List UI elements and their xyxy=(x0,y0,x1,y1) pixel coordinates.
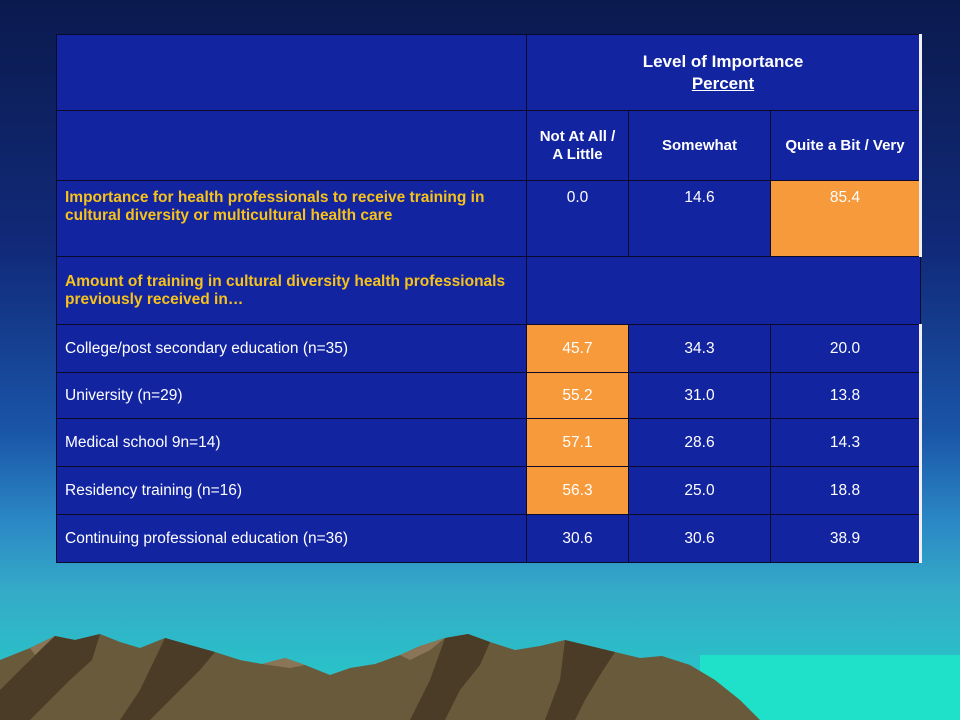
section-empty-cell xyxy=(525,256,922,325)
table-row: Continuing professional education (n=36)… xyxy=(56,514,923,563)
importance-row-label: Importance for health professionals to r… xyxy=(56,180,527,257)
row-label-university: University (n=29) xyxy=(56,372,527,419)
importance-value-not-at-all: 0.0 xyxy=(526,180,629,257)
value-college-somewhat: 34.3 xyxy=(628,324,771,373)
title-row: Level of Importance Percent xyxy=(56,34,923,111)
value-medical-quite-a-bit: 14.3 xyxy=(769,418,923,467)
row-label-medical-school: Medical school 9n=14) xyxy=(56,418,527,467)
value-continuing-somewhat: 30.6 xyxy=(628,514,771,563)
value-continuing-quite-a-bit: 38.9 xyxy=(769,514,923,563)
value-university-quite-a-bit: 13.8 xyxy=(769,372,923,419)
empty-corner-cell xyxy=(56,34,527,111)
value-university-somewhat: 31.0 xyxy=(628,372,771,419)
column-header-row: Not At All / A Little Somewhat Quite a B… xyxy=(56,110,923,181)
row-label-residency: Residency training (n=16) xyxy=(56,466,527,515)
mountain-range xyxy=(0,634,760,720)
value-continuing-not-at-all: 30.6 xyxy=(526,514,629,563)
importance-table: Level of Importance Percent Not At All /… xyxy=(56,34,923,563)
value-residency-somewhat: 25.0 xyxy=(628,466,771,515)
table-title: Level of Importance xyxy=(642,51,804,71)
column-header-quite-a-bit: Quite a Bit / Very xyxy=(769,110,923,181)
importance-value-quite-a-bit: 85.4 xyxy=(769,180,923,257)
table-row: College/post secondary education (n=35) … xyxy=(56,324,923,373)
value-medical-somewhat: 28.6 xyxy=(628,418,771,467)
value-college-not-at-all: 45.7 xyxy=(526,324,629,373)
value-residency-not-at-all: 56.3 xyxy=(526,466,629,515)
table-row: Residency training (n=16) 56.3 25.0 18.8 xyxy=(56,466,923,515)
value-medical-not-at-all: 57.1 xyxy=(526,418,629,467)
value-residency-quite-a-bit: 18.8 xyxy=(769,466,923,515)
section-label: Amount of training in cultural diversity… xyxy=(56,256,527,325)
column-header-not-at-all: Not At All / A Little xyxy=(526,110,629,181)
title-cell: Level of Importance Percent xyxy=(525,34,923,111)
column-header-somewhat: Somewhat xyxy=(628,110,771,181)
row-label-college: College/post secondary education (n=35) xyxy=(56,324,527,373)
table-subtitle: Percent xyxy=(691,73,755,93)
value-college-quite-a-bit: 20.0 xyxy=(769,324,923,373)
importance-row: Importance for health professionals to r… xyxy=(56,180,923,257)
table-row: Medical school 9n=14) 57.1 28.6 14.3 xyxy=(56,418,923,467)
importance-value-somewhat: 14.6 xyxy=(628,180,771,257)
row-label-continuing: Continuing professional education (n=36) xyxy=(56,514,527,563)
section-row: Amount of training in cultural diversity… xyxy=(56,256,922,325)
table-row: University (n=29) 55.2 31.0 13.8 xyxy=(56,372,923,419)
empty-header-cell xyxy=(56,110,527,181)
value-university-not-at-all: 55.2 xyxy=(526,372,629,419)
